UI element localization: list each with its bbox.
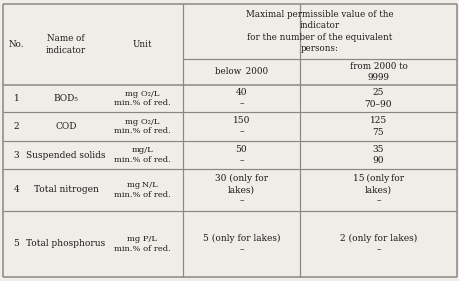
Text: 2: 2 [14, 122, 19, 131]
Text: mg O₂/L
min.% of red.: mg O₂/L min.% of red. [114, 118, 170, 135]
Text: 30 (only for
lakes)
–: 30 (only for lakes) – [214, 174, 268, 206]
Text: 5 (only for lakes)
–: 5 (only for lakes) – [202, 234, 280, 254]
Text: 25
70–90: 25 70–90 [364, 89, 392, 108]
Text: 50
–: 50 – [235, 145, 247, 165]
Text: 5: 5 [13, 239, 19, 248]
Text: Maximal permissible value of the
indicator
for the number of the equivalent
pers: Maximal permissible value of the indicat… [246, 10, 393, 53]
Text: 15 (only for
lakes)
–: 15 (only for lakes) – [352, 174, 403, 206]
Text: 2 (only for lakes)
–: 2 (only for lakes) – [339, 234, 416, 254]
Text: COD: COD [55, 122, 77, 131]
Text: No.: No. [9, 40, 24, 49]
Text: BOD₅: BOD₅ [53, 94, 78, 103]
Text: mg P/L
min.% of red.: mg P/L min.% of red. [114, 235, 170, 253]
Text: Total phosphorus: Total phosphorus [26, 239, 106, 248]
Text: 40
–: 40 – [235, 89, 247, 108]
Text: 150
–: 150 – [232, 116, 250, 137]
Text: Suspended solids: Suspended solids [26, 151, 106, 160]
Text: mg O₂/L
min.% of red.: mg O₂/L min.% of red. [114, 90, 170, 107]
Text: 4: 4 [14, 185, 19, 194]
Text: 35
90: 35 90 [372, 145, 383, 165]
Text: Total nitrogen: Total nitrogen [34, 185, 98, 194]
Text: mg N/L
min.% of red.: mg N/L min.% of red. [114, 181, 170, 199]
Text: Name of
indicator: Name of indicator [46, 35, 86, 55]
Text: mg/L
min.% of red.: mg/L min.% of red. [114, 146, 170, 164]
Text: 1: 1 [14, 94, 19, 103]
Text: 3: 3 [14, 151, 19, 160]
Text: 125
75: 125 75 [369, 116, 386, 137]
Text: from 2000 to
9999: from 2000 to 9999 [349, 62, 407, 82]
Text: Unit: Unit [133, 40, 152, 49]
Text: below 2000: below 2000 [214, 67, 268, 76]
